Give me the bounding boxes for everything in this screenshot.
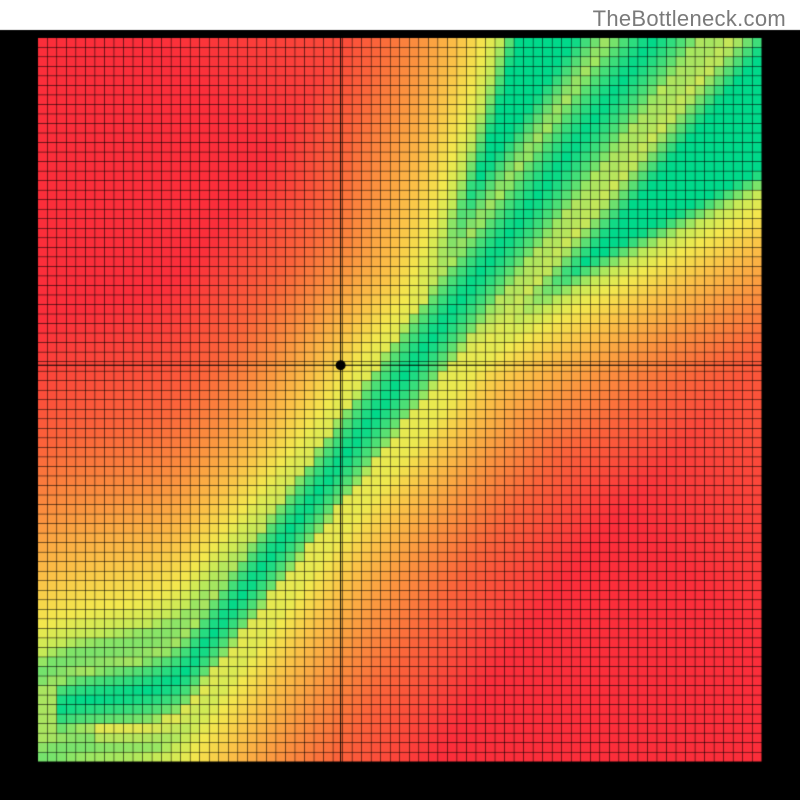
watermark-text: TheBottleneck.com (593, 6, 786, 32)
bottleneck-heatmap (0, 0, 800, 800)
chart-container: TheBottleneck.com (0, 0, 800, 800)
